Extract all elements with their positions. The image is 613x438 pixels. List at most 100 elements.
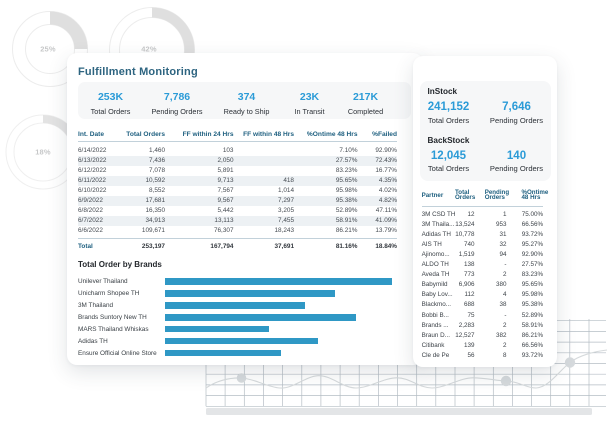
partner-col-header: Partner <box>421 191 444 199</box>
column-header: %Failed <box>357 131 397 142</box>
table-cell: 9,713 <box>165 176 234 186</box>
partner-cell: 58.91% <box>521 321 544 329</box>
table-cell: 4.35% <box>357 176 397 186</box>
table-row: 6/8/2022 16,350 5,442 3,205 52.89% 47.11% <box>78 206 397 216</box>
total-cell: 81.16% <box>294 237 358 252</box>
brand-label: 3M Thailand <box>78 301 114 309</box>
table-cell: 95.98% <box>335 187 358 194</box>
table-cell: 34,913 <box>126 216 165 226</box>
table-cell: 13,113 <box>165 216 234 226</box>
scrollbar-decoration <box>206 408 592 415</box>
table-header-row: Int. Date Total Orders FF within 24 Hrs FF … <box>78 131 397 142</box>
kpi-label: Ready to Ship <box>223 106 270 116</box>
table-cell: 10,592 <box>126 176 165 186</box>
total-cell: 18.84% <box>357 237 397 252</box>
partner-cell: 83.23% <box>521 271 544 279</box>
wave-line <box>205 349 608 389</box>
kpi-value: 374 <box>237 90 256 103</box>
brand-label: Ensure Official Online Store <box>78 349 157 357</box>
brand-label: Unilever Thailand <box>78 278 128 286</box>
table-cell <box>234 146 295 156</box>
table-row: 6/14/2022 1,460 103 7.10% 92.90% <box>78 146 397 156</box>
partner-cell: 32 <box>499 240 507 248</box>
partner-cell: 1 <box>502 210 507 218</box>
table-cell: 2,050 <box>165 156 234 166</box>
wave-dot <box>500 375 512 387</box>
partner-cell: 75.00% <box>521 210 544 218</box>
kpi-value: 23K <box>299 90 320 103</box>
partner-row: 3M CSD TH 12 1 75.00% <box>422 209 544 219</box>
partner-cell: 4 <box>502 291 507 299</box>
table-cell: 6/9/2022 <box>78 196 126 206</box>
brand-bar <box>165 290 335 297</box>
partner-row: Adidas TH 10,778 31 93.72% <box>422 230 544 240</box>
partner-row: Braun D... 12,527 382 86.21% <box>422 331 544 341</box>
partner-cell: 66.56% <box>521 341 544 349</box>
partner-cell: 2 <box>502 321 507 329</box>
partner-row: Cle de Pe 56 8 93.72% <box>422 351 544 361</box>
donut-2-label: 42% <box>141 44 157 54</box>
partner-cell: Citibank <box>421 341 445 349</box>
table-cell: 9,567 <box>165 196 234 206</box>
partner-cell: 95.27% <box>521 240 544 248</box>
partner-row: ALDO TH 138 - 27.57% <box>422 260 544 270</box>
partner-cell: 27.57% <box>521 261 544 269</box>
partner-cell: 8 <box>502 351 507 359</box>
backstock-heading: BackStock <box>427 136 470 145</box>
partner-cell: 31 <box>499 230 507 238</box>
partner-cell: Adidas TH <box>421 230 451 238</box>
kpi-value: 253K <box>97 90 124 103</box>
brand-bar <box>165 302 305 309</box>
table-cell: 41.09% <box>357 216 397 226</box>
partner-cell: 75 <box>467 311 475 319</box>
table-row: 6/13/2022 7,436 2,050 27.57% 72.43% <box>78 156 397 166</box>
partner-cell: 953 <box>495 220 507 228</box>
table-cell: 6/13/2022 <box>78 156 126 166</box>
column-header: %Ontime 48 Hrs <box>294 131 358 142</box>
partner-cell: 3M CSD TH <box>421 210 456 218</box>
kpi-summary-strip: 253K Total Orders 7,786 Pending Orders 374 Re… <box>78 82 411 119</box>
kpi-item: 217K Completed <box>348 91 383 116</box>
table-cell: 27.57% <box>294 156 358 166</box>
table-cell: 17,681 <box>126 196 165 206</box>
donut-3-label: 18% <box>35 147 51 157</box>
table-cell: 18,243 <box>274 227 294 234</box>
partner-row: Bobbi B... 75 - 52.89% <box>422 310 544 320</box>
partner-row: Blackmo... 688 38 95.38% <box>422 300 544 310</box>
table-cell: 7,297 <box>233 196 294 206</box>
brand-label: Adidas TH <box>78 337 108 345</box>
partner-cell: 1,519 <box>458 250 475 258</box>
table-total-row: Total 253,197 167,794 37,691 81.16% 18.84% <box>78 237 397 252</box>
partner-cell: 38 <box>499 301 507 309</box>
header-divider <box>421 205 544 207</box>
partner-cell: 94 <box>499 250 507 258</box>
table-cell: 6/6/2022 <box>78 227 103 234</box>
partner-row: Aveda TH 773 2 83.23% <box>422 270 544 280</box>
table-cell: 83.23% <box>335 167 358 174</box>
table-cell: 58.91% <box>294 216 358 226</box>
table-cell: 95.38% <box>294 196 358 206</box>
kpi-value: 7,786 <box>163 90 191 103</box>
donut-1-label: 25% <box>40 44 56 53</box>
brand-bar <box>165 313 356 321</box>
table-cell: 95.65% <box>294 176 358 186</box>
partner-cell: 10,778 <box>455 230 475 238</box>
daily-fulfillment-table: Int. Date Total Orders FF within 24 Hrs FF … <box>78 131 397 252</box>
kpi-label: Completed <box>347 106 384 116</box>
table-row: 6/12/2022 7,078 5,891 83.23% 16.77% <box>78 166 397 176</box>
table-cell: 7.10% <box>339 147 358 154</box>
brand-label: MARS Thailand Whiskas <box>78 325 149 333</box>
total-cell: 253,197 <box>126 237 165 252</box>
partner-cell: Brands ... <box>421 321 449 329</box>
partner-cell: AIS TH <box>421 240 442 248</box>
table-cell: 7,436 <box>126 156 165 166</box>
table-cell: 418 <box>233 176 294 186</box>
brand-bar <box>165 278 392 285</box>
total-orders-col-header: Total Orders <box>454 188 476 202</box>
ontime-col-header: %Ontime 48 Hrs <box>521 188 549 202</box>
column-header: FF within 48 Hrs <box>233 131 294 142</box>
table-cell: 8,552 <box>149 187 165 194</box>
kpi-value: 217K <box>352 90 379 103</box>
column-header: Int. Date <box>78 131 126 142</box>
partner-cell: Ajinomo... <box>421 250 450 258</box>
